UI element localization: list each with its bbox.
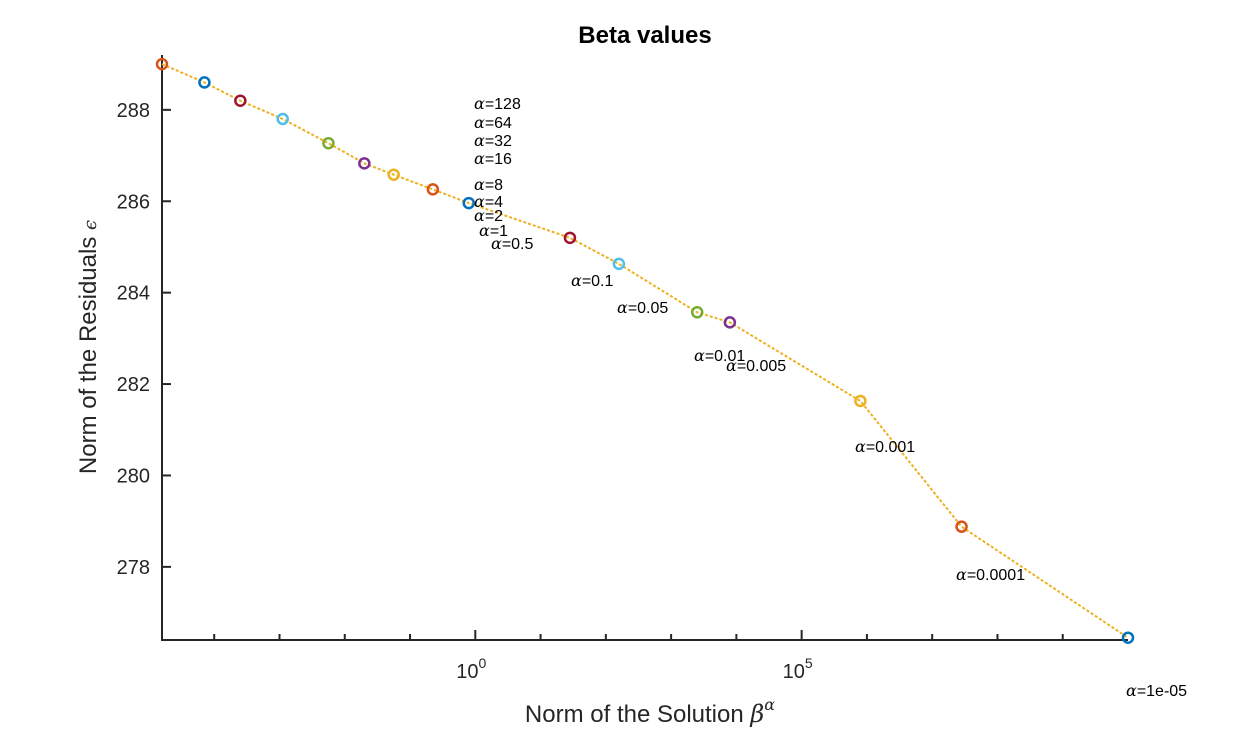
alpha-annotation: α=0.001	[855, 437, 915, 456]
alpha-annotation: α=0.05	[617, 298, 668, 317]
series-line	[161, 63, 1129, 639]
data-point	[234, 94, 247, 107]
data-point	[276, 112, 289, 126]
y-tick-label: 288	[117, 100, 150, 122]
x-tick-label: 100	[456, 655, 486, 683]
chart-title: Beta values	[578, 22, 711, 49]
alpha-annotation: α=0.005	[726, 356, 786, 375]
data-point	[155, 57, 169, 71]
y-tick-label: 278	[117, 557, 150, 579]
alpha-annotation: α=4	[474, 192, 503, 211]
data-point	[563, 231, 577, 245]
data-point	[462, 196, 476, 210]
alpha-annotation: α=0.1	[571, 271, 614, 290]
data-point	[198, 76, 211, 89]
axis-ticks	[162, 108, 1064, 640]
x-axis-label-symbol: β	[749, 700, 764, 728]
alpha-annotation: α=32	[474, 131, 512, 150]
data-point	[1121, 631, 1135, 644]
alpha-annotation: α=1	[479, 221, 508, 240]
x-tick-labels: 100 105	[456, 655, 813, 683]
y-tick-labels: 278 280 282 284 286 288	[117, 100, 150, 579]
alpha-annotations: α=128α=64α=32α=16α=8α=4α=2α=1α=0.5α=0.1α…	[474, 94, 1187, 700]
data-point	[426, 183, 440, 196]
data-markers	[155, 57, 1135, 644]
data-point	[955, 520, 968, 533]
alpha-annotation: α=128	[474, 94, 521, 113]
y-axis-label-symbol: ϵ	[80, 220, 101, 230]
alpha-annotation: α=0.5	[491, 234, 534, 253]
y-axis-label: Norm of the Residuals ϵ	[75, 220, 102, 474]
data-point	[612, 257, 626, 271]
x-tick-label: 105	[783, 655, 813, 683]
data-point	[690, 306, 704, 319]
x-axis-label-superscript: α	[764, 695, 775, 714]
data-point	[322, 136, 335, 150]
data-point	[358, 157, 371, 170]
data-point	[723, 316, 737, 329]
y-tick-label: 280	[117, 465, 150, 487]
y-tick-label: 282	[117, 374, 150, 396]
y-axis-label-text: Norm of the Residuals	[75, 237, 102, 474]
data-point	[387, 168, 400, 181]
alpha-annotation: α=0.0001	[956, 565, 1025, 584]
alpha-annotation: α=0.01	[694, 346, 745, 365]
alpha-annotation: α=2	[474, 206, 503, 225]
data-point	[854, 394, 867, 408]
alpha-annotation: α=16	[474, 149, 512, 168]
y-tick-label: 286	[117, 191, 150, 213]
x-axis-label: Norm of the Solution βα	[525, 695, 775, 728]
y-tick-label: 284	[117, 283, 150, 305]
alpha-annotation: α=1e-05	[1126, 681, 1187, 700]
alpha-annotation: α=8	[474, 175, 503, 194]
alpha-annotation: α=64	[474, 113, 512, 132]
x-axis-label-text: Norm of the Solution	[525, 701, 744, 728]
